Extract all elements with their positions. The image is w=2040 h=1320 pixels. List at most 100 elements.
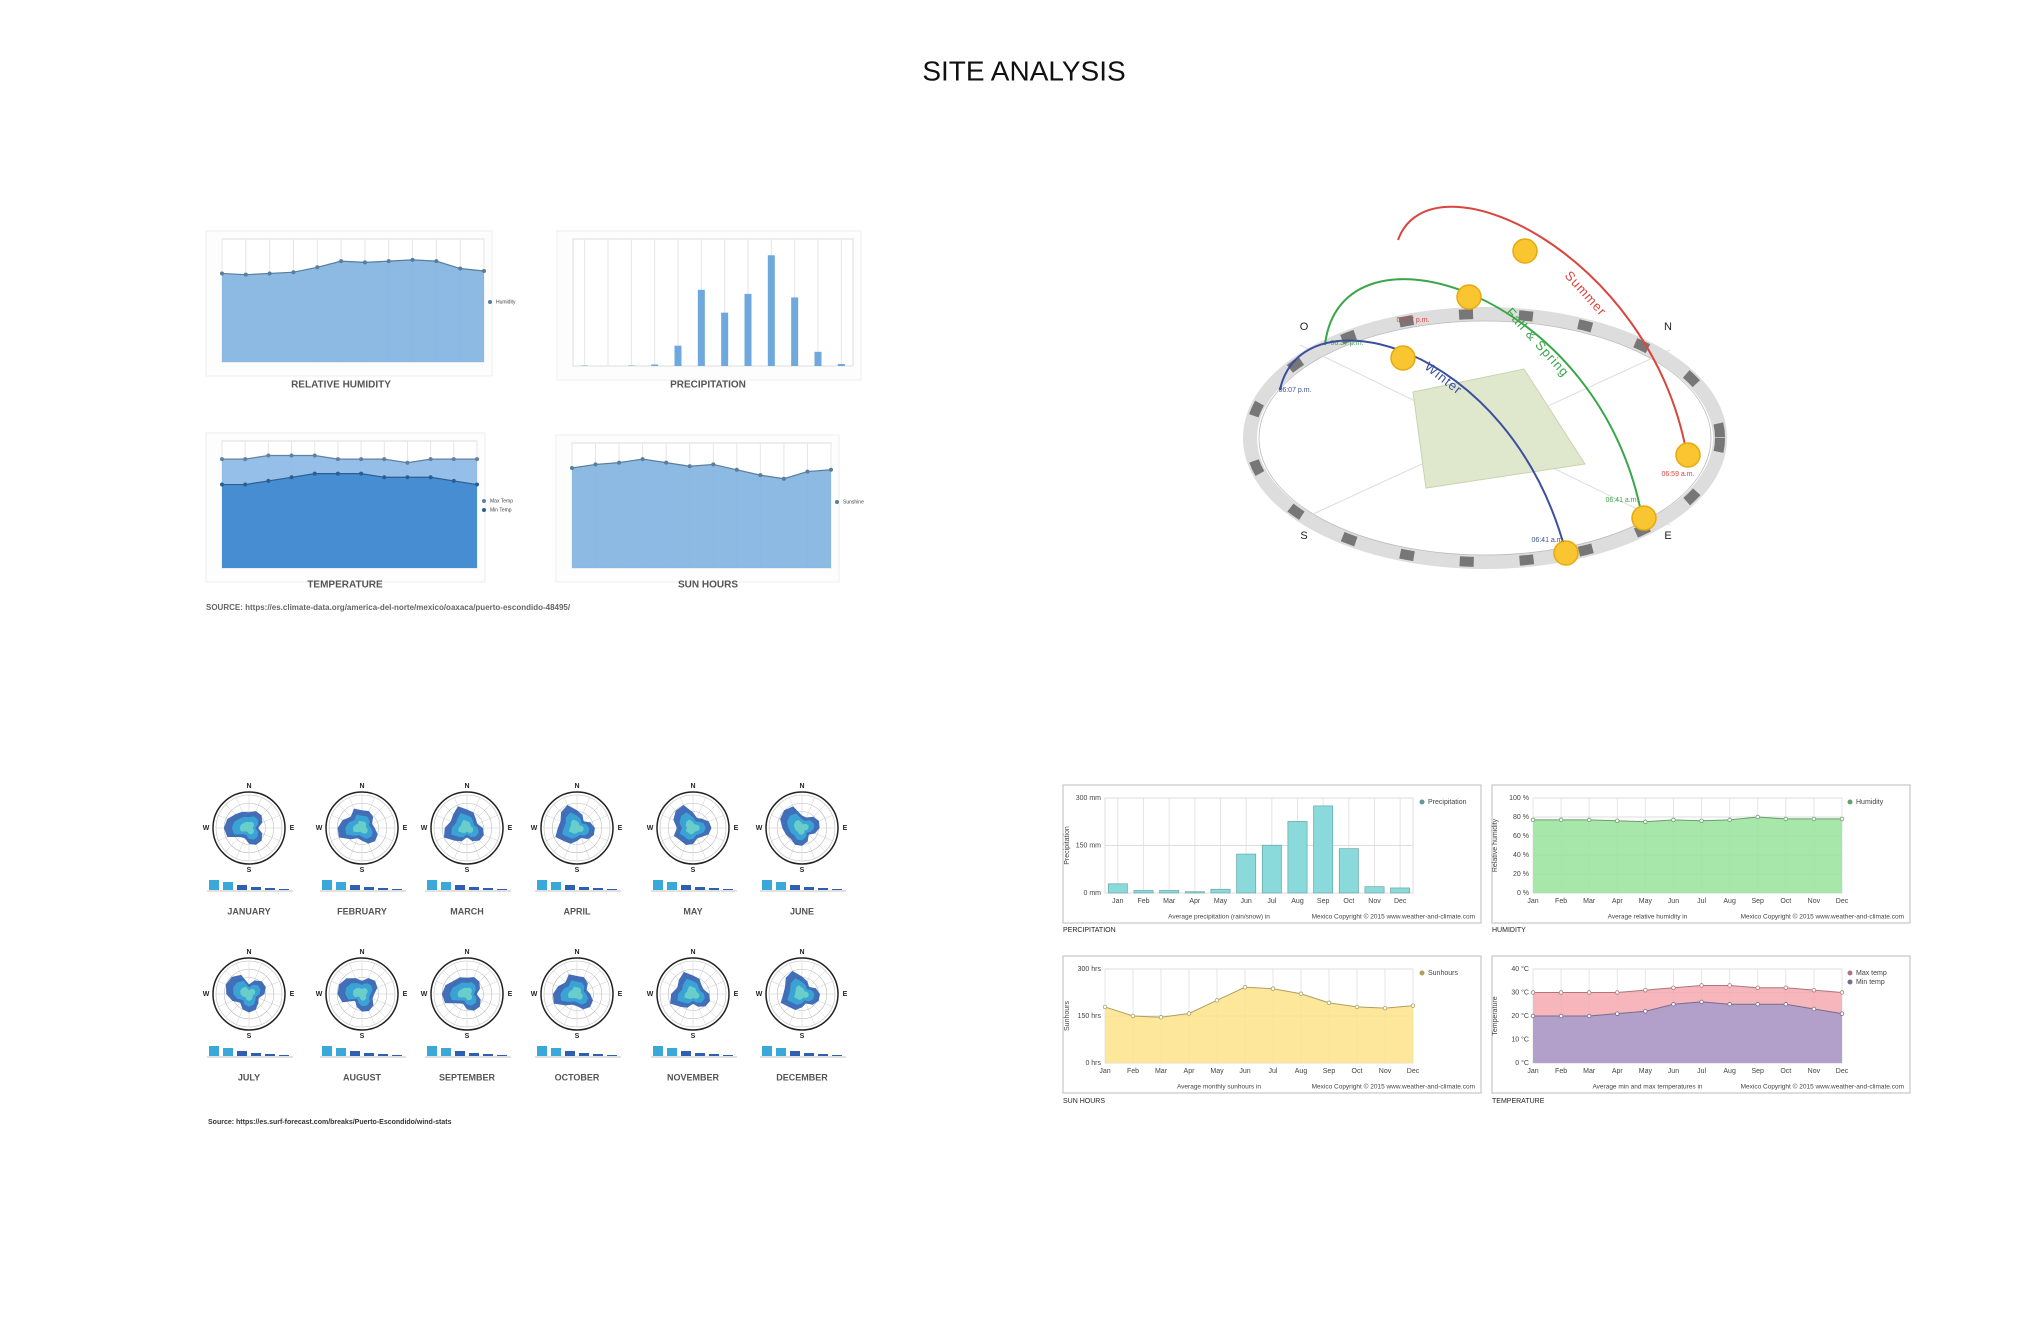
- point: [1410, 1003, 1416, 1008]
- y-axis-label: Relative humidity: [1492, 818, 1499, 872]
- rose-direction: E: [290, 991, 295, 998]
- compass-direction: S: [1300, 530, 1307, 542]
- rose-direction: S: [800, 1033, 805, 1040]
- x-tick-label: Nov: [1808, 1068, 1821, 1075]
- horizon-ticks: [1245, 309, 1725, 567]
- point: [570, 465, 575, 470]
- rose-direction: S: [575, 867, 580, 874]
- rose-bar: [832, 889, 842, 890]
- bar: [1133, 890, 1154, 894]
- point: [410, 257, 415, 262]
- x-tick-label: Dec: [1394, 898, 1407, 905]
- rose-direction: E: [734, 991, 739, 998]
- point: [428, 475, 433, 480]
- rose-outer: [212, 791, 286, 865]
- rose-bar: [709, 888, 719, 890]
- x-tick-label: Mar: [1583, 1068, 1596, 1075]
- x-tick-label: Jun: [1668, 1068, 1679, 1075]
- rose-bar: [378, 888, 388, 890]
- area: [572, 459, 831, 568]
- rose-direction: S: [691, 867, 696, 874]
- y-tick-label: 300 mm: [1076, 795, 1101, 802]
- plot-area: [572, 238, 854, 367]
- point: [1298, 991, 1304, 996]
- bar: [581, 365, 589, 366]
- line: [1104, 986, 1414, 1018]
- x-tick-label: Jan: [1527, 1068, 1538, 1075]
- rose-bar: [364, 887, 374, 890]
- rose-blob: [685, 819, 700, 835]
- y-tick-label: 20 °C: [1511, 1012, 1529, 1020]
- point: [1615, 818, 1620, 823]
- rose-blob: [457, 987, 473, 1001]
- rose-bar: [336, 1048, 346, 1056]
- area: [1533, 1001, 1842, 1063]
- chart-caption: RELATIVE HUMIDITY: [291, 380, 391, 391]
- y-tick-label: 0 °C: [1515, 1059, 1529, 1067]
- line: [571, 458, 832, 480]
- point: [428, 457, 433, 462]
- rose-bar: [279, 1055, 289, 1056]
- rose-bar: [427, 1046, 437, 1056]
- rose-direction: N: [799, 783, 804, 790]
- point: [593, 462, 598, 467]
- rose-bar: [350, 1051, 360, 1056]
- rose-blob: [568, 986, 583, 1000]
- rose-direction: S: [465, 1033, 470, 1040]
- bar: [837, 363, 845, 366]
- rose-bar: [804, 887, 814, 890]
- x-tick-label: Jun: [1241, 898, 1252, 905]
- wind-source: Source: https://es.surf-forecast.com/bre…: [208, 1119, 452, 1126]
- rose-bar: [265, 888, 275, 890]
- rose-bar: [455, 885, 465, 890]
- rose-bar: [723, 1055, 733, 1056]
- y-tick-label: 40 °C: [1511, 965, 1529, 973]
- rose-outer: [765, 791, 839, 865]
- sun: [1553, 540, 1579, 566]
- chart-footer: Average precipitation (rain/snow) in: [1168, 914, 1270, 921]
- point: [1839, 1011, 1845, 1016]
- rose-direction: N: [799, 949, 804, 956]
- rose-bar: [681, 1051, 691, 1056]
- y-tick-label: 0 hrs: [1085, 1060, 1101, 1067]
- climate-source: SOURCE: https://es.climate-data.org/amer…: [206, 603, 571, 612]
- point: [1811, 987, 1817, 993]
- point: [382, 475, 387, 480]
- point: [451, 478, 456, 483]
- bar: [721, 312, 729, 366]
- rose-direction: W: [316, 825, 323, 832]
- area: [1105, 987, 1413, 1063]
- legend-label: Max temp: [1856, 970, 1887, 977]
- point: [335, 457, 340, 462]
- rose-blob: [352, 820, 368, 834]
- rose-outer: [540, 957, 614, 1031]
- rose-outer: [765, 957, 839, 1031]
- rose-bar: [790, 885, 800, 890]
- rose-blob: [794, 985, 809, 1000]
- chart-caption: TEMPERATURE: [1492, 1098, 1545, 1105]
- x-tick-label: Dec: [1407, 1068, 1420, 1075]
- point: [474, 457, 479, 462]
- rose-direction: N: [464, 783, 469, 790]
- rose-direction: W: [756, 825, 763, 832]
- rose-direction: S: [691, 1033, 696, 1040]
- point: [359, 471, 364, 476]
- point: [1558, 817, 1564, 823]
- building-footprint: [1412, 368, 1586, 489]
- rose-bar: [392, 1055, 402, 1056]
- rose-bar: [579, 1053, 589, 1056]
- rose-bar: [251, 1053, 261, 1056]
- rose-bar: [776, 882, 786, 890]
- bar: [1313, 805, 1334, 894]
- rose-direction: W: [421, 825, 428, 832]
- chart-footer: Average monthly sunhours in: [1177, 1084, 1261, 1091]
- point: [1643, 819, 1648, 824]
- legend-label: Humidity: [496, 299, 516, 305]
- rose-direction: E: [618, 991, 623, 998]
- point: [781, 476, 786, 481]
- bar: [1159, 890, 1180, 894]
- rose-direction: W: [316, 991, 323, 998]
- x-tick-label: Feb: [1555, 1068, 1567, 1075]
